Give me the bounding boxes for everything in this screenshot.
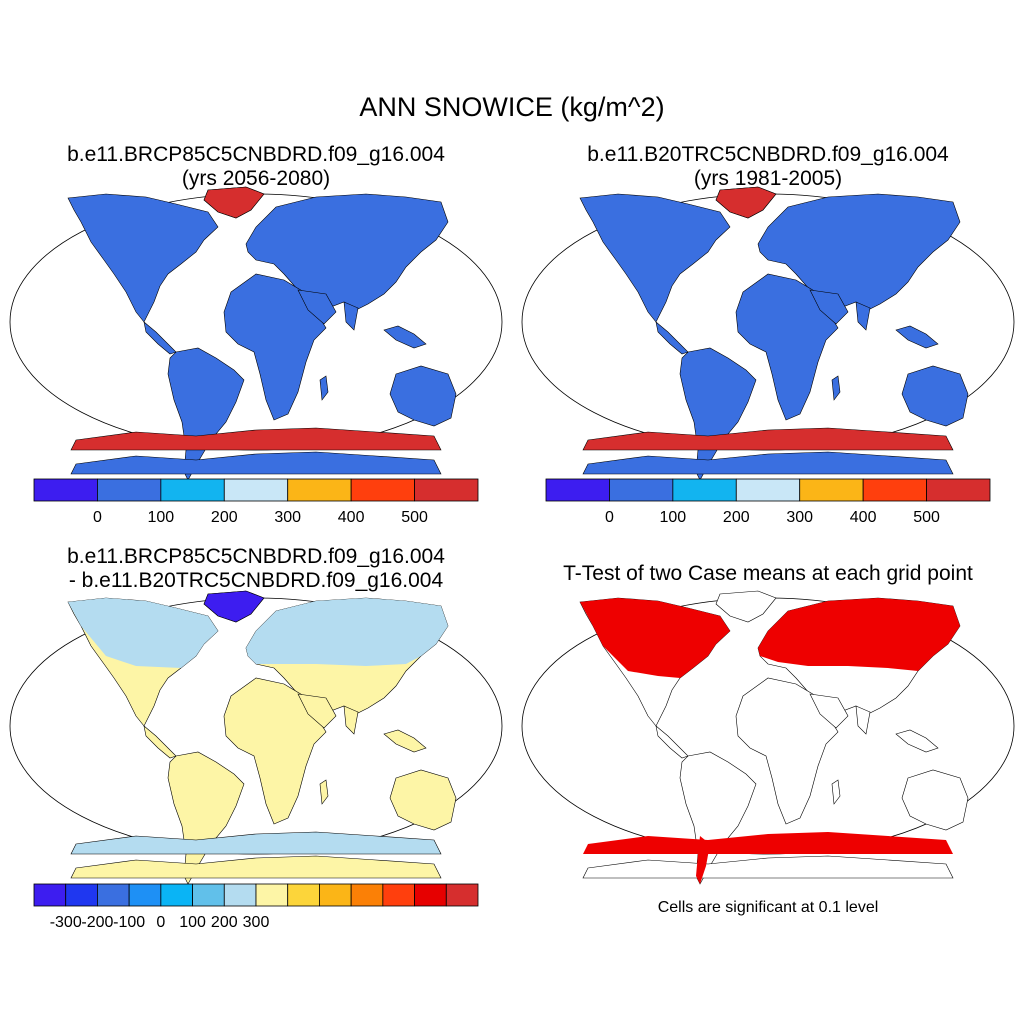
- difference-panel-title-line1: b.e11.BRCP85C5CNBDRD.f09_g16.004: [67, 545, 445, 568]
- control-colorbar-swatch: [609, 478, 674, 502]
- case-colorbar-swatch: [287, 478, 352, 502]
- difference-colorbar-tick-label: -300: [50, 914, 82, 931]
- difference-colorbar-swatch: [33, 883, 67, 907]
- control-colorbar-tick-label: 100: [660, 509, 687, 526]
- difference-colorbar-tick-label: -100: [113, 914, 145, 931]
- control-colorbar-tick-label: 0: [605, 509, 614, 526]
- case-colorbar-tick-label: 300: [274, 509, 301, 526]
- control-map-antarctica: [582, 427, 954, 451]
- difference-colorbar-tick-label: 300: [243, 914, 270, 931]
- control-map-greenland: [715, 186, 777, 219]
- control-colorbar-swatch: [926, 478, 991, 502]
- difference-colorbar-swatch: [128, 883, 162, 907]
- difference-map-antarctica: [70, 831, 442, 855]
- ttest-map: [521, 590, 1015, 885]
- control-colorbar: 0 100 200 300 400 500: [545, 478, 991, 526]
- case-colorbar-tick-label: 400: [338, 509, 365, 526]
- ttest-panel-title: T-Test of two Case means at each grid po…: [563, 562, 973, 585]
- case-panel-title: b.e11.BRCP85C5CNBDRD.f09_g16.004 (yrs 20…: [0, 143, 512, 191]
- case-colorbar-swatch: [33, 478, 98, 502]
- case-colorbar-swatch: [160, 478, 225, 502]
- difference-colorbar-swatch: [192, 883, 225, 907]
- difference-colorbar-swatch: [223, 883, 257, 907]
- case-colorbar-swatch: [97, 478, 162, 502]
- case-colorbar-tick-label: 0: [93, 509, 102, 526]
- control-colorbar-swatch: [799, 478, 864, 502]
- difference-colorbar-swatch: [160, 883, 193, 907]
- case-panel-title-line1: b.e11.BRCP85C5CNBDRD.f09_g16.004: [67, 143, 445, 166]
- difference-colorbar-tick-label: 100: [179, 914, 206, 931]
- difference-colorbar-tick-label: 0: [156, 914, 165, 931]
- difference-map-greenland: [203, 590, 265, 623]
- significance-note: Cells are significant at 0.1 level: [657, 899, 879, 916]
- control-colorbar-tick-label: 300: [786, 509, 813, 526]
- case-map-antarctica: [70, 427, 442, 451]
- control-colorbar-swatch: [672, 478, 737, 502]
- difference-panel-title-line2: - b.e11.B20TRC5CNBDRD.f09_g16.004: [68, 569, 444, 592]
- case-colorbar-tick-label: 200: [211, 509, 238, 526]
- difference-colorbar-tick-label: -200: [81, 914, 113, 931]
- difference-colorbar-swatch: [287, 883, 320, 907]
- case-map: [9, 186, 503, 481]
- control-colorbar-swatch: [545, 478, 610, 502]
- difference-map-northern-land-decrease: [68, 598, 218, 668]
- control-colorbar-swatch: [735, 478, 801, 502]
- difference-colorbar-swatch: [319, 883, 352, 907]
- difference-colorbar-swatch: [382, 883, 415, 907]
- case-panel-title-line2: (yrs 2056-2080): [181, 167, 331, 190]
- control-colorbar-tick-label: 500: [913, 509, 940, 526]
- ttest-map-significant-north-america: [580, 598, 730, 678]
- control-panel-title-line1: b.e11.B20TRC5CNBDRD.f09_g16.004: [587, 143, 949, 166]
- difference-colorbar-swatch: [350, 883, 384, 907]
- difference-colorbar-swatch: [255, 883, 289, 907]
- control-panel-title: b.e11.B20TRC5CNBDRD.f09_g16.004 (yrs 198…: [512, 143, 1024, 191]
- case-colorbar: 0 100 200 300 400 500: [33, 478, 479, 526]
- control-map: [521, 186, 1015, 481]
- difference-colorbar: -300 -200 -100 0 100 200 300: [33, 883, 479, 931]
- difference-map: [9, 590, 503, 885]
- difference-colorbar-swatch: [445, 883, 479, 907]
- control-colorbar-swatch: [862, 478, 927, 502]
- control-colorbar-tick-label: 400: [850, 509, 877, 526]
- case-map-greenland: [203, 186, 265, 219]
- control-colorbar-tick-label: 200: [723, 509, 750, 526]
- difference-map-eurasia-decrease: [246, 598, 448, 666]
- difference-colorbar-swatch: [414, 883, 447, 907]
- ttest-map-significant-antarctica: [583, 832, 953, 854]
- difference-panel-title: b.e11.BRCP85C5CNBDRD.f09_g16.004 - b.e11…: [0, 545, 512, 593]
- ttest-map-significant-eurasia: [758, 598, 960, 671]
- case-colorbar-swatch: [350, 478, 415, 502]
- case-colorbar-tick-label: 100: [148, 509, 175, 526]
- difference-colorbar-swatch: [97, 883, 130, 907]
- case-colorbar-tick-label: 500: [401, 509, 428, 526]
- difference-colorbar-tick-label: 200: [211, 914, 238, 931]
- control-panel-title-line2: (yrs 1981-2005): [693, 167, 843, 190]
- case-colorbar-swatch: [223, 478, 289, 502]
- case-colorbar-swatch: [414, 478, 479, 502]
- figure-title: ANN SNOWICE (kg/m^2): [359, 92, 665, 122]
- difference-colorbar-swatch: [65, 883, 98, 907]
